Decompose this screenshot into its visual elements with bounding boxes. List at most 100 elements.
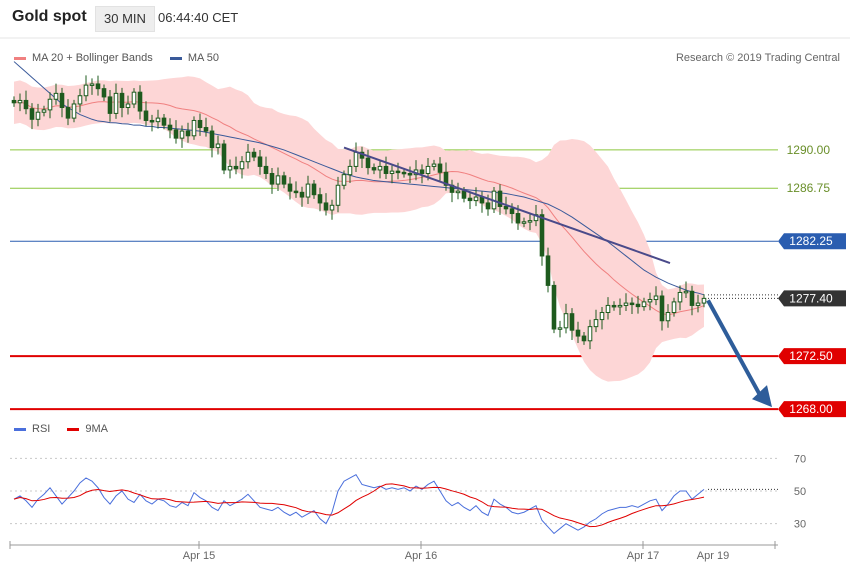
candle (497, 184, 503, 215)
candle (659, 290, 665, 331)
x-tick-label: Apr 17 (627, 550, 659, 562)
level-label-support-1: 1272.50 (789, 349, 833, 363)
candle (443, 162, 449, 191)
candle (335, 176, 341, 213)
candle (65, 99, 71, 126)
candle (263, 156, 269, 180)
rsi-legend: RSI 9MA (14, 423, 122, 435)
candle (299, 186, 305, 207)
candle (257, 150, 263, 175)
candle (629, 297, 635, 315)
legend-ma20-label: MA 20 + Bollinger Bands (32, 52, 153, 64)
rsi-tick-label: 50 (794, 486, 806, 498)
candle (47, 92, 53, 119)
candle (653, 286, 659, 306)
candle (689, 285, 695, 316)
candle (551, 281, 557, 334)
level-label-resistance-2: 1290.00 (787, 143, 831, 157)
ma9-swatch-icon (67, 427, 80, 431)
candle (293, 181, 299, 198)
candle (35, 103, 41, 127)
candle (575, 321, 581, 344)
candle (389, 165, 395, 184)
legend-rsi: RSI (14, 423, 50, 435)
candle (593, 309, 599, 333)
candle (683, 281, 689, 299)
candle (473, 187, 479, 207)
x-tick-label: Apr 15 (183, 550, 215, 562)
legend-rsi-label: RSI (32, 423, 51, 435)
candle (71, 99, 77, 123)
candle (647, 292, 653, 311)
candle (605, 297, 611, 320)
candle (581, 331, 587, 345)
candle (377, 159, 383, 179)
research-credit: Research © 2019 Trading Central (675, 52, 840, 64)
candle (635, 295, 641, 314)
candle (29, 103, 35, 130)
candle (617, 298, 623, 315)
ma20-swatch-icon (14, 56, 26, 60)
level-box-support-1 (778, 348, 846, 365)
candle (197, 113, 203, 136)
rsi-axis-labels: 70 50 30 (794, 453, 806, 530)
candle (395, 162, 401, 180)
candle (437, 157, 443, 181)
candle (305, 175, 311, 204)
candle (569, 308, 575, 340)
candle (383, 156, 389, 180)
level-box-pivot (778, 233, 846, 250)
candle (431, 159, 437, 171)
candle (281, 171, 287, 189)
candle (59, 87, 65, 118)
level-box-last-price (778, 290, 846, 307)
ma20-line (13, 101, 705, 316)
candle (179, 125, 185, 148)
candle (455, 182, 461, 200)
candle (221, 139, 227, 175)
candle (251, 148, 257, 162)
candle (77, 88, 83, 113)
candle (191, 116, 197, 140)
candle (161, 113, 167, 130)
rsi-9ma-line (13, 483, 705, 528)
timeframe-button[interactable]: 30 MIN (95, 6, 155, 32)
instrument-title: Gold spot (12, 8, 87, 25)
timestamp: 06:44:40 CET (158, 10, 239, 25)
candle (311, 179, 317, 199)
candle (167, 118, 173, 139)
chart-header: Gold spot 30 MIN 06:44:40 CET (0, 0, 850, 36)
candle (137, 85, 143, 120)
level-label-resistance-1: 1286.75 (787, 181, 831, 195)
forecast-arrow-icon (706, 299, 772, 408)
candle (671, 297, 677, 317)
candle (641, 297, 647, 311)
candle (233, 156, 239, 175)
rsi-swatch-icon (14, 427, 26, 431)
candle (371, 163, 377, 175)
level-label-last-price: 1277.40 (789, 291, 833, 305)
candle (329, 199, 335, 220)
level-labels: 1290.00 1286.75 1282.25 1277.40 1272.50 1268.… (778, 143, 846, 418)
candle (23, 90, 29, 115)
candle (701, 294, 707, 308)
candle (665, 304, 671, 328)
candle (227, 159, 233, 179)
candle (563, 303, 569, 334)
ma50-line (13, 61, 705, 296)
candle (587, 319, 593, 350)
legend-ma20: MA 20 + Bollinger Bands (14, 52, 153, 64)
candle (545, 247, 551, 293)
candle (239, 156, 245, 179)
candle (11, 96, 17, 107)
x-axis-ticks: Apr 15 Apr 16 Apr 17 Apr 19 (9, 541, 776, 562)
candle (215, 135, 221, 155)
candle (623, 293, 629, 311)
x-tick-label: Apr 19 (697, 550, 729, 562)
candle (155, 109, 161, 129)
candle (53, 83, 59, 105)
level-label-support-2: 1268.00 (789, 402, 833, 416)
candle (125, 95, 131, 115)
level-box-support-2 (778, 401, 846, 418)
